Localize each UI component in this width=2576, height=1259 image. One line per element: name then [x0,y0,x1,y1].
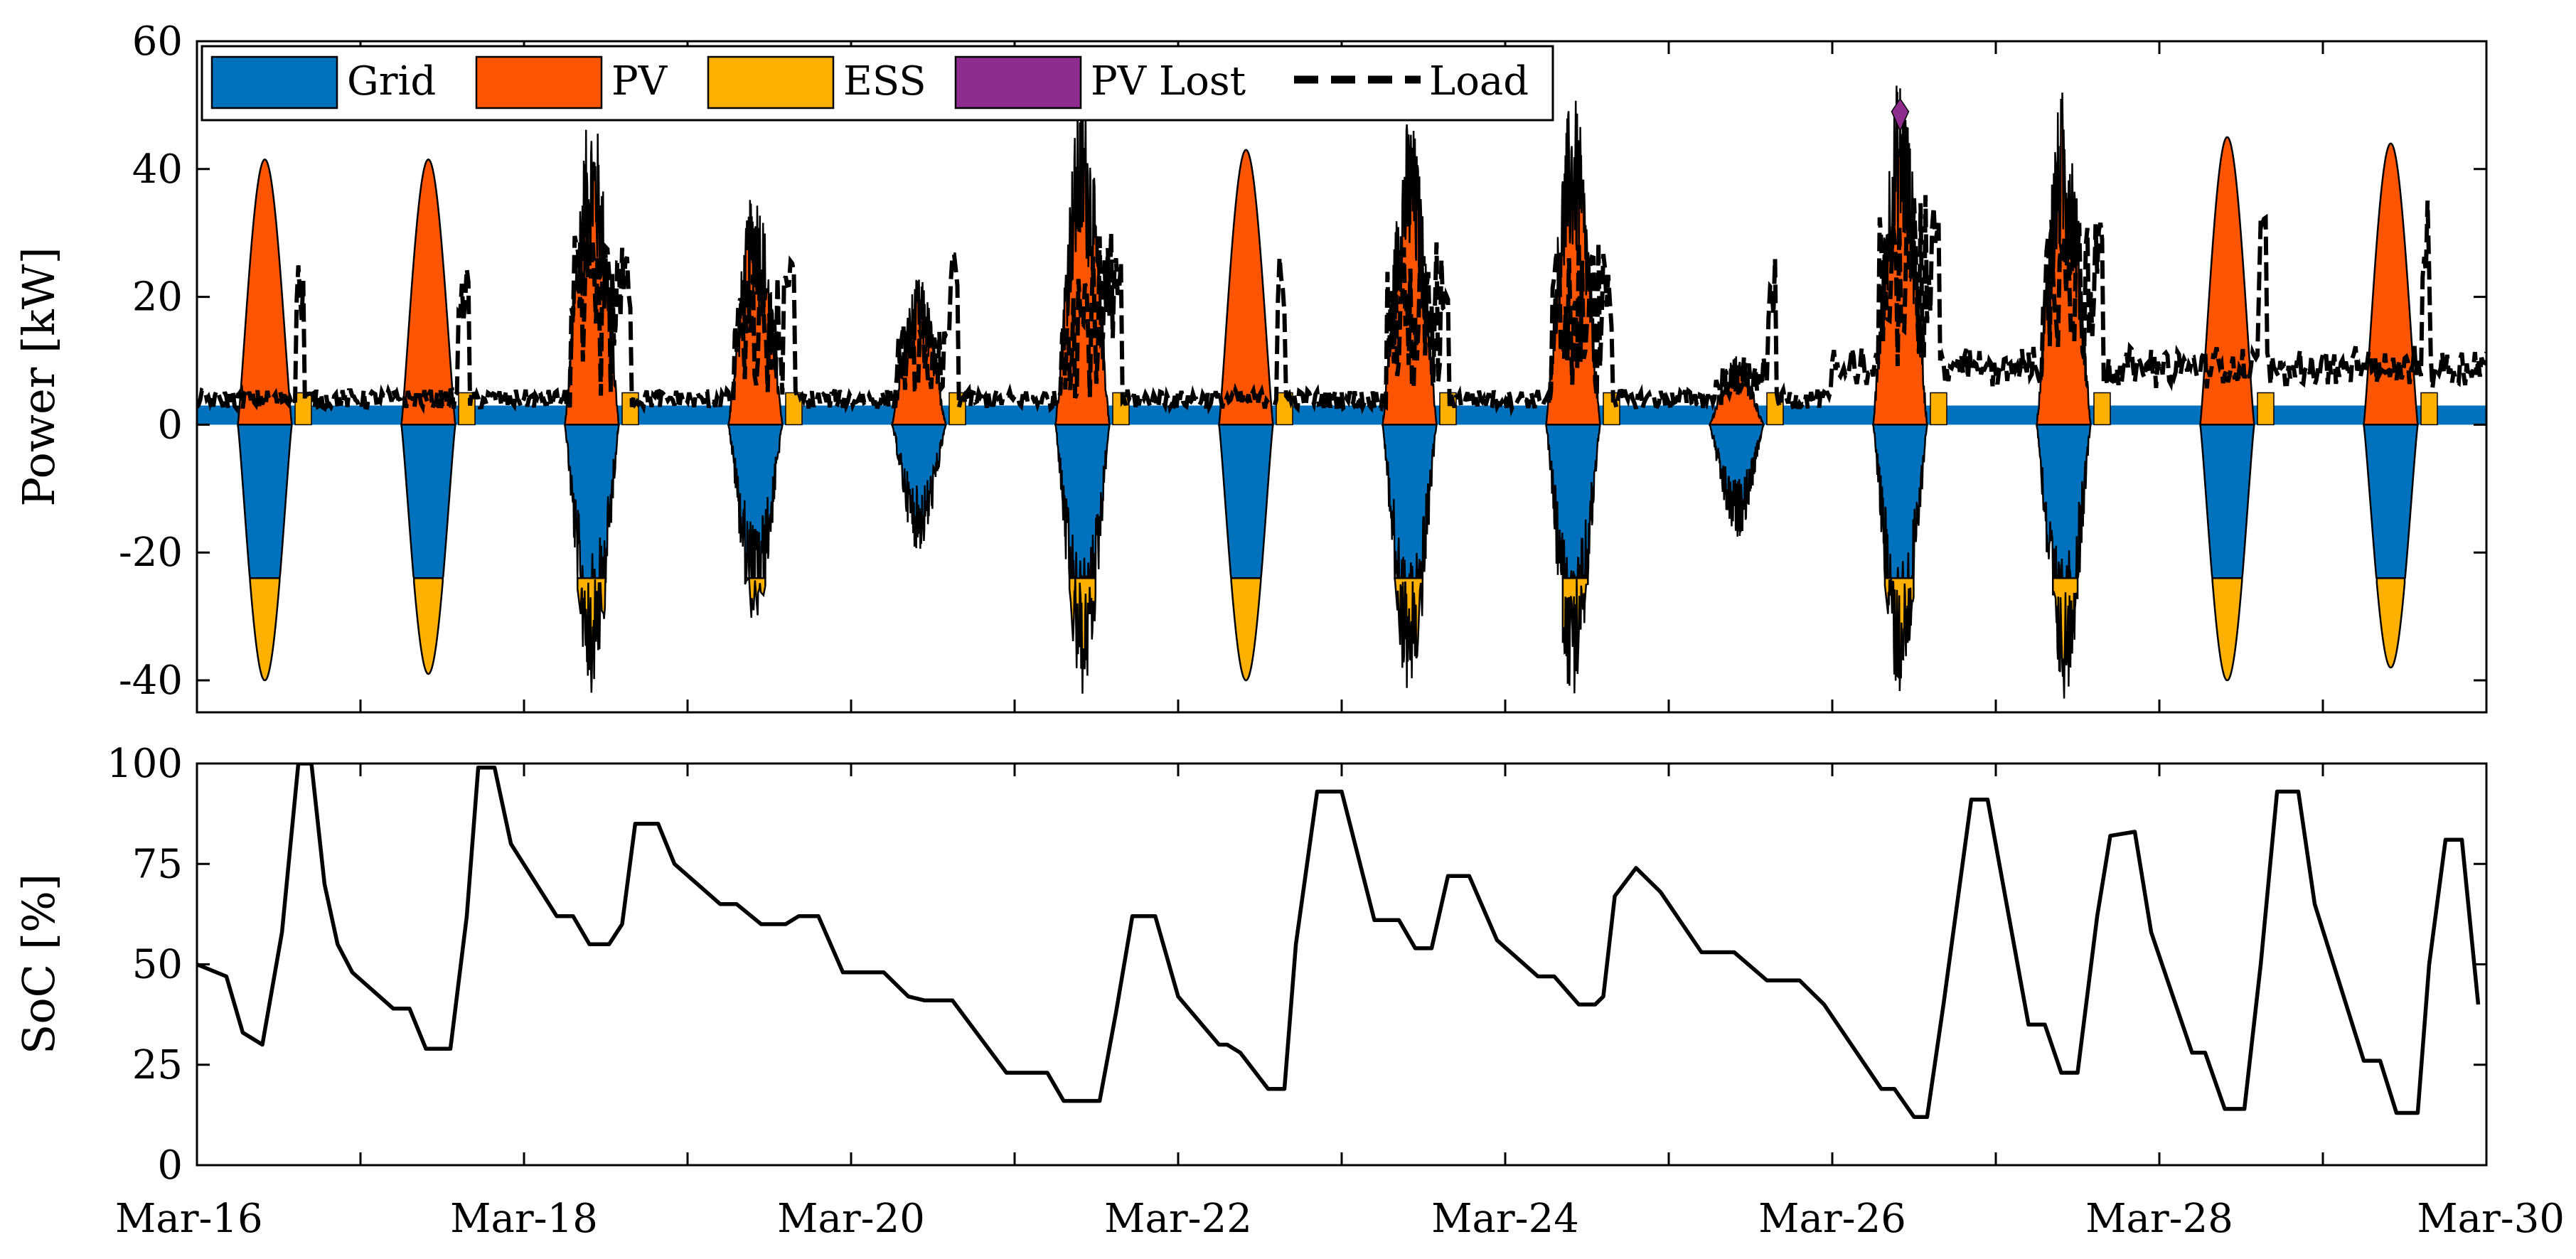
ess-charge-Mar-27 [2052,577,2079,699]
legend-label-load: Load [1429,58,1529,105]
legend-item-pv: PV [475,55,668,109]
legend-swatch-pv-lost [954,55,1082,109]
legend: Grid PV ESS PV Lost Load [201,45,1554,122]
soc-panel: 0 25 50 75 100 Mar-16 Mar-18 Mar-20 Mar-22 Mar-24… [13,741,2565,1242]
ess-charge-Mar-21 [1068,577,1097,694]
soc-xtick-label: Mar-18 [450,1196,598,1242]
grid-export-Mar-25 [1709,424,1765,537]
pv-area-Mar-17 [400,158,456,426]
ess-charge-Mar-18 [576,577,607,693]
legend-item-pv-lost: PV Lost [954,55,1246,109]
soc-xtick-label: Mar-30 [2417,1196,2565,1242]
grid-export-Mar-23 [1381,424,1438,579]
power-ytick-label: 20 [132,274,183,321]
pv-area-Mar-29 [2363,142,2419,426]
power-ytick-label: 0 [157,402,183,448]
ess-charge-Mar-23 [1394,577,1424,688]
soc-ylabel: SoC [%] [13,874,65,1054]
legend-label-grid: Grid [347,58,436,105]
grid-export-Mar-19 [727,424,784,579]
legend-item-load: Load [1294,58,1529,105]
pv-lost-Mar-26 [1891,97,1910,132]
ess-discharge-Mar-29 [2420,392,2438,426]
pv-area-Mar-22 [1218,149,1274,426]
power-ytick-label: -40 [119,658,183,704]
legend-item-grid: Grid [210,55,436,109]
soc-ticks: 0 25 50 75 100 Mar-16 Mar-18 Mar-20 Mar-22 Mar-24… [107,741,2565,1242]
ess-discharge-Mar-27 [2093,392,2111,426]
legend-swatch-pv [475,55,603,109]
soc-ytick-label: 50 [132,942,183,988]
ess-charge-Mar-19 [744,577,766,618]
soc-xtick-label: Mar-16 [115,1196,263,1242]
legend-label-ess: ESS [843,58,926,105]
soc-xtick-label: Mar-26 [1758,1196,1906,1242]
ess-discharge-Mar-26 [1930,392,1947,426]
soc-line [197,764,2481,1119]
ess-charge-Mar-28 [2211,577,2243,682]
grid-export-Mar-20 [891,424,947,549]
power-series-layer [197,85,2486,699]
legend-swatch-grid [210,55,338,109]
ess-charge-Mar-22 [1230,577,1262,682]
legend-item-ess: ESS [707,55,926,109]
legend-label-pv-lost: PV Lost [1091,58,1246,105]
ess-charge-Mar-16 [249,577,281,682]
soc-ytick-label: 0 [157,1142,183,1189]
soc-xtick-label: Mar-28 [2085,1196,2233,1242]
power-ytick-label: -20 [119,530,183,576]
legend-box [201,45,1554,122]
grid-export-Mar-24 [1545,424,1601,579]
soc-ytick-label: 75 [132,841,183,887]
soc-ytick-label: 25 [132,1042,183,1088]
soc-xtick-label: Mar-22 [1104,1196,1252,1242]
pv-area-Mar-16 [237,158,293,426]
soc-xtick-label: Mar-20 [777,1196,925,1242]
soc-series-layer [197,764,2481,1119]
legend-swatch-ess [707,55,835,109]
ess-charge-Mar-17 [412,577,444,675]
load-line [197,176,2486,417]
legend-label-pv: PV [611,58,668,105]
power-ylabel: Power [kW] [13,247,65,506]
soc-xtick-label: Mar-24 [1431,1196,1579,1242]
ess-charge-Mar-29 [2375,577,2406,669]
ess-charge-Mar-24 [1561,577,1589,694]
power-ticks: -40 -20 0 20 40 60 [119,18,2486,712]
ess-discharge-Mar-19 [785,392,803,426]
power-panel: -40 -20 0 20 40 60 Power [kW] Grid PV ESS PV … [13,18,2488,714]
power-ytick-label: 40 [132,146,183,193]
ess-discharge-Mar-18 [621,392,639,426]
ess-discharge-Mar-28 [2257,392,2275,426]
ess-charge-Mar-26 [1883,577,1915,692]
soc-ytick-label: 100 [107,741,183,787]
grid-export-Mar-18 [564,424,620,579]
power-ytick-label: 60 [132,18,183,65]
